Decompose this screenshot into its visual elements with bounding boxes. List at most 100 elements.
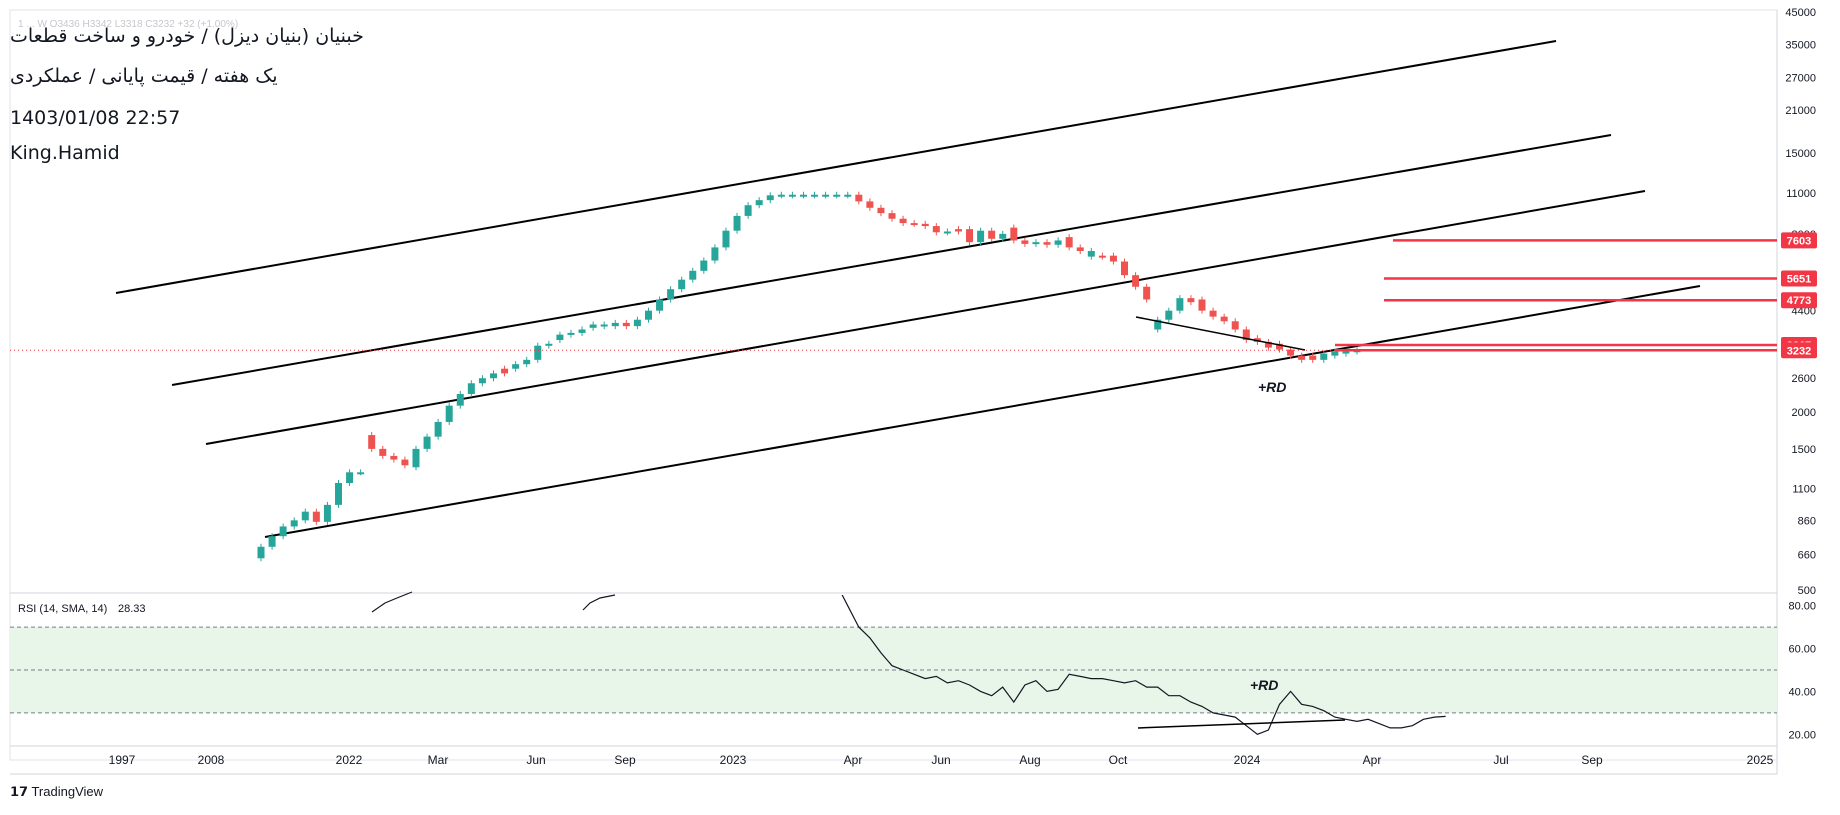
level-badge: [1781, 292, 1817, 309]
time-tick-label: 2008: [198, 753, 225, 767]
candle-body: [1143, 286, 1151, 300]
candle-body: [1309, 355, 1317, 360]
level-badge-label: 5651: [1787, 274, 1811, 286]
price-tick-label: 45000: [1785, 7, 1816, 19]
candle-body: [301, 511, 309, 521]
candle-body: [279, 526, 287, 537]
candle-body: [722, 230, 730, 248]
candle-body: [1032, 242, 1040, 245]
candle-body: [1242, 329, 1250, 341]
symbol-title: خبنیان (بنیان دیزل) / خودرو و ساخت قطعات: [10, 25, 364, 47]
level-badge: [1781, 232, 1817, 249]
time-tick-label: Mar: [428, 753, 449, 767]
candle-body: [755, 200, 763, 206]
candle-body: [633, 319, 641, 327]
candle-body: [268, 536, 276, 547]
channel-line: [171, 134, 1612, 386]
time-tick-label: Jul: [1493, 753, 1508, 767]
candle-body: [512, 364, 520, 369]
candle-body: [567, 332, 575, 335]
rsi-tick-label: 80.00: [1788, 601, 1816, 613]
candle-body: [556, 334, 564, 341]
candle-body: [368, 435, 376, 449]
candle-body: [1087, 251, 1095, 257]
level-badge-label: 3232: [1787, 345, 1811, 357]
timeframe-label: یک هفته / قیمت پایانی / عملکردی: [10, 65, 278, 87]
level-badge-label: 4773: [1787, 295, 1811, 307]
candle-body: [434, 421, 442, 437]
price-tick-label: 500: [1798, 585, 1816, 597]
candle-body: [1109, 255, 1117, 262]
time-tick-label: Jun: [526, 753, 545, 767]
candle-body: [966, 229, 974, 243]
candle-body: [445, 405, 453, 422]
candle-body: [799, 194, 807, 197]
candle-body: [656, 299, 664, 311]
candle-body: [833, 194, 841, 197]
candle-body: [689, 270, 697, 280]
candle-body: [700, 260, 708, 271]
candle-body: [678, 279, 686, 290]
candle-body: [999, 233, 1007, 239]
candle-body: [1176, 298, 1184, 311]
date-label: 1403/01/08 22:57: [10, 107, 181, 129]
candle-body: [1154, 319, 1162, 330]
candle-body: [323, 504, 331, 522]
rsi-tick-label: 40.00: [1788, 686, 1816, 698]
candle-body: [501, 368, 509, 374]
candle-body: [545, 343, 553, 346]
candle-body: [1021, 240, 1029, 244]
candle-body: [899, 218, 907, 224]
rsi-tick-label: 20.00: [1788, 729, 1816, 741]
divergence-label: +RD: [1258, 379, 1286, 395]
candle-body: [290, 520, 298, 527]
time-tick-label: Aug: [1019, 753, 1040, 767]
time-tick-label: Apr: [844, 753, 863, 767]
candle-body: [578, 329, 586, 333]
candle-body: [1220, 316, 1228, 322]
candle-body: [611, 322, 619, 327]
candle-body: [1276, 343, 1284, 350]
time-tick-label: 2024: [1234, 753, 1261, 767]
price-tick-label: 4400: [1792, 306, 1816, 318]
candle-body: [1043, 242, 1051, 245]
time-tick-label: Apr: [1363, 753, 1382, 767]
candle-body: [733, 215, 741, 231]
candle-body: [401, 459, 409, 466]
candle-body: [1264, 341, 1272, 348]
candle-body: [744, 205, 752, 216]
candle-body: [1054, 240, 1062, 245]
price-tick-label: 1100: [1792, 484, 1816, 496]
candle-body: [921, 223, 929, 227]
candle-body: [711, 247, 719, 261]
candle-body: [877, 207, 885, 214]
time-tick-label: 2025: [1747, 753, 1774, 767]
candle-body: [534, 345, 542, 360]
price-tick-label: 1500: [1792, 444, 1816, 456]
divergence-line-price: [1135, 316, 1306, 351]
level-badge: [1781, 270, 1817, 287]
time-tick-label: 2023: [720, 753, 747, 767]
candle-body: [1121, 261, 1129, 276]
candle-body: [866, 201, 874, 208]
candle-body: [954, 229, 962, 232]
candle-body: [844, 194, 852, 197]
divergence-line-rsi: [1137, 719, 1346, 729]
candle-body: [1132, 275, 1140, 287]
candle-body: [423, 436, 431, 449]
candle-body: [777, 194, 785, 197]
rsi-label: RSI (14, SMA, 14): [18, 603, 107, 615]
candle-body: [1098, 255, 1106, 258]
price-tick-label: 15000: [1785, 148, 1816, 160]
rsi-tick-label: 60.00: [1788, 644, 1816, 656]
candle-body: [667, 289, 675, 300]
rsi-line-segment: [371, 591, 413, 613]
candle-body: [932, 226, 940, 233]
price-tick-label: 35000: [1785, 39, 1816, 51]
candle-body: [1010, 227, 1018, 241]
rsi-line-segment: [582, 594, 616, 611]
price-tick-label: 27000: [1785, 73, 1816, 85]
candle-body: [1076, 247, 1084, 252]
rsi-line: [841, 595, 1446, 735]
